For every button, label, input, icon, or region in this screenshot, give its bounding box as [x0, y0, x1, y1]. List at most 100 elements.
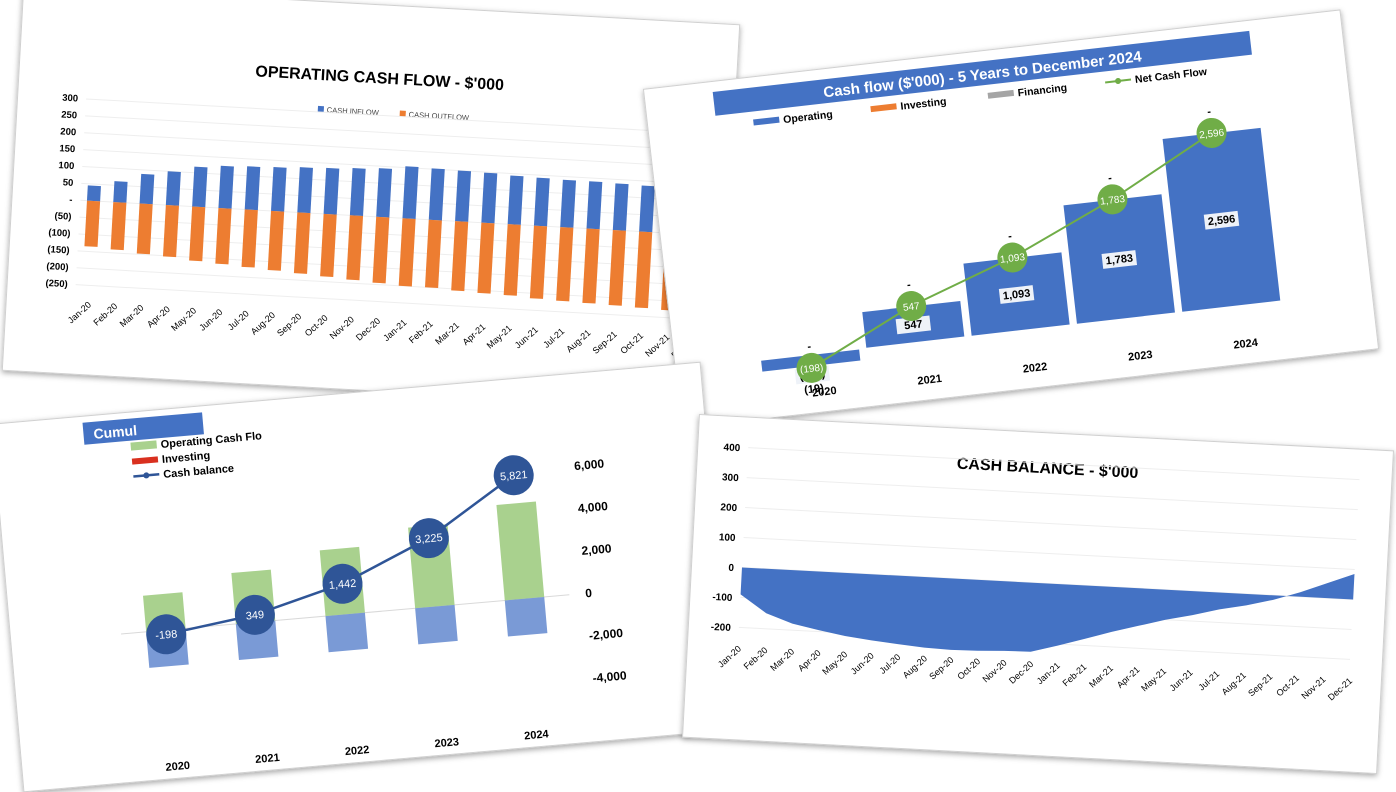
y-tick-label: 200: [720, 502, 738, 514]
bar-investing: [415, 604, 458, 645]
x-tick-label: Oct-21: [1274, 673, 1301, 699]
x-tick-label: May-21: [485, 323, 514, 350]
x-tick-label: Apr-21: [461, 322, 488, 347]
x-tick-label: Aug-21: [564, 328, 592, 355]
five-year-cash-flow-chart: Cash flow ($'000) - 5 Years to December …: [712, 30, 1282, 400]
bar-operating-cash-flow: [496, 501, 545, 601]
gridline: [77, 250, 709, 287]
x-tick-label: 2021: [917, 373, 943, 388]
gridline: [85, 115, 717, 152]
chart-title: Cumul: [93, 422, 138, 442]
cash-balance-label: 349: [245, 609, 264, 623]
bar-cash-inflow: [139, 173, 155, 205]
y-tick-label: 300: [722, 472, 740, 484]
y-tick-label: 0: [728, 563, 735, 574]
bar-cash-inflow: [481, 172, 498, 224]
x-tick-label: 2022: [344, 744, 369, 758]
x-tick-label: Feb-20: [742, 645, 770, 672]
cash-balance-label: 3,225: [415, 532, 443, 546]
x-tick-label: Nov-21: [1299, 674, 1327, 701]
bar-cash-outflow: [608, 230, 626, 306]
legend-label: Operating: [783, 109, 834, 127]
bar-cash-inflow: [113, 181, 128, 203]
gridline: [78, 233, 710, 270]
legend-swatch: [987, 89, 1015, 99]
y-tick-label: 2,000: [581, 541, 612, 558]
legend-swatch: [131, 456, 159, 465]
x-tick-label: 2020: [812, 385, 838, 400]
cash-balance-marker: [146, 614, 187, 655]
y-tick-label: -100: [712, 592, 733, 604]
y-tick-label: (150): [47, 244, 70, 256]
dash-label: -: [1207, 106, 1212, 118]
cash-balance-label: -198: [155, 628, 178, 642]
x-tick-label: Jan-20: [716, 644, 743, 670]
y-tick-label: (200): [46, 261, 69, 273]
bar-cash-inflow: [560, 179, 577, 228]
bar-label-box: [895, 315, 932, 335]
bar-cash-inflow: [244, 166, 261, 211]
x-tick-label: 2023: [434, 736, 459, 750]
bar-cash-inflow: [612, 183, 629, 231]
five-year-cash-flow-card: Cash flow ($'000) - 5 Years to December …: [642, 9, 1380, 429]
x-tick-label: Mar-21: [1087, 663, 1115, 690]
bar-label-box: [1101, 250, 1138, 269]
x-tick-label: Dec-21: [1326, 676, 1354, 703]
y-tick-label: 200: [60, 126, 76, 138]
x-tick-label: Jun-21: [1168, 667, 1195, 693]
x-tick-label: Oct-20: [955, 656, 982, 682]
cash-balance-marker: [493, 455, 534, 496]
bar-cash-inflow: [192, 166, 208, 208]
bar-cash-outflow: [424, 219, 442, 288]
gridline: [83, 149, 715, 186]
bar-cash-inflow: [86, 185, 101, 202]
operating-cash-flow-card: OPERATING CASH FLOW - $'000 CASH INFLOW CA…: [1, 0, 741, 411]
x-tick-label: Aug-20: [249, 310, 277, 337]
x-tick-label: Jan-21: [381, 317, 408, 343]
bar-cash-outflow: [477, 222, 495, 294]
bar-cash-outflow: [372, 216, 390, 284]
x-tick-label: 2020: [165, 760, 190, 774]
title-banner: [712, 30, 1252, 116]
y-tick-label: -200: [710, 622, 731, 634]
net-cash-flow-label: (198): [800, 363, 824, 377]
net-cash-flow-label: 2,596: [1199, 128, 1226, 142]
bar-cash-inflow: [165, 171, 181, 206]
y-tick-label: -2,000: [588, 626, 623, 643]
operating-cash-flow-chart: OPERATING CASH FLOW - $'000 CASH INFLOW CA…: [45, 63, 718, 360]
bar-label-box: [1203, 210, 1240, 230]
x-tick-label: Feb-21: [407, 319, 435, 345]
bar-cash-inflow: [323, 167, 340, 215]
x-tick-label: Dec-20: [1007, 659, 1035, 686]
gridline: [745, 507, 1357, 541]
gridline: [86, 98, 718, 135]
x-tick-label: Nov-20: [980, 658, 1008, 685]
gridline: [748, 447, 1360, 481]
x-tick-label: Oct-20: [303, 313, 330, 338]
bar-label: 547: [904, 318, 924, 332]
x-tick-label: Jan-21: [1035, 660, 1062, 686]
x-tick-label: Sep-21: [591, 329, 619, 356]
bar-cash-outflow: [267, 210, 285, 271]
x-tick-label: Jun-20: [197, 307, 224, 333]
net-cash-flow-marker: [896, 291, 927, 322]
bar-cash-inflow: [455, 170, 472, 222]
y-tick-label: -: [69, 195, 73, 206]
gridline: [82, 165, 714, 203]
x-tick-label: 2024: [1233, 337, 1260, 352]
cash-balance-marker: [234, 594, 275, 635]
legend-swatch: [870, 103, 897, 113]
gridline: [81, 182, 713, 220]
dash-label: -: [906, 279, 911, 291]
x-tick-label: May-20: [820, 649, 849, 677]
bar-cash-outflow: [189, 206, 206, 262]
x-tick-label: Dec-20: [354, 316, 382, 343]
legend-label: Investing: [900, 96, 947, 113]
y-tick-label: 400: [723, 442, 741, 454]
bar-cash-outflow: [634, 231, 653, 309]
legend-label: CASH OUTFLOW: [408, 110, 470, 122]
bar-cash-inflow: [218, 165, 234, 209]
x-tick-label: Sep-21: [1246, 671, 1274, 698]
bar-investing: [504, 596, 548, 637]
